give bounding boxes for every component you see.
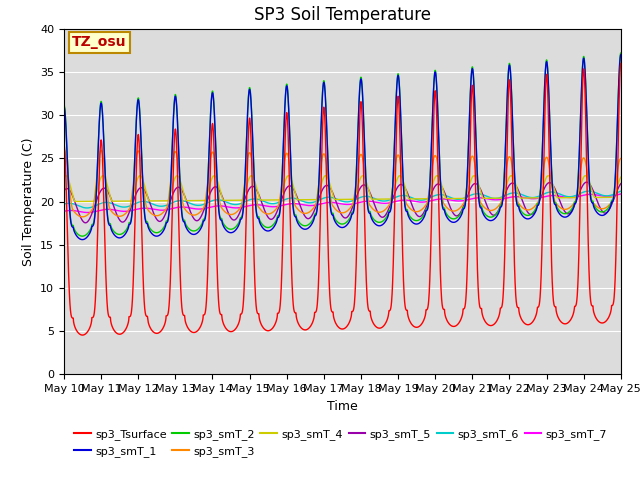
sp3_Tsurface xyxy=(436,272,444,277)
sp3_Tsurface xyxy=(161,323,168,328)
sp3_smT_7 xyxy=(60,208,68,214)
Line: sp3_smT_5: sp3_smT_5 xyxy=(64,182,621,223)
sp3_smT_5 xyxy=(583,179,591,185)
sp3_smT_3 xyxy=(616,156,624,162)
sp3_smT_2 xyxy=(616,53,624,59)
sp3_smT_3 xyxy=(467,155,475,160)
sp3_smT_4 xyxy=(616,175,624,181)
sp3_smT_6 xyxy=(60,201,68,207)
Line: sp3_smT_7: sp3_smT_7 xyxy=(64,194,621,213)
sp3_smT_6 xyxy=(83,205,91,211)
Text: TZ_osu: TZ_osu xyxy=(72,35,127,49)
sp3_smT_7 xyxy=(617,191,625,197)
sp3_smT_4 xyxy=(436,179,444,184)
sp3_smT_1 xyxy=(499,196,507,202)
sp3_smT_4 xyxy=(322,173,330,179)
sp3_Tsurface xyxy=(499,297,507,302)
sp3_smT_7 xyxy=(161,207,168,213)
sp3_smT_6 xyxy=(499,194,507,200)
sp3_smT_5 xyxy=(499,197,507,203)
sp3_Tsurface xyxy=(322,142,330,147)
sp3_smT_2 xyxy=(467,72,475,78)
sp3_smT_3 xyxy=(617,156,625,161)
sp3_smT_7 xyxy=(467,196,475,202)
sp3_smT_2 xyxy=(499,194,507,200)
Line: sp3_smT_1: sp3_smT_1 xyxy=(64,55,621,240)
sp3_smT_1 xyxy=(161,227,168,232)
sp3_smT_2 xyxy=(617,50,625,56)
Title: SP3 Soil Temperature: SP3 Soil Temperature xyxy=(254,6,431,24)
sp3_smT_2 xyxy=(322,99,330,105)
sp3_smT_3 xyxy=(322,156,330,162)
sp3_smT_6 xyxy=(161,203,168,209)
Line: sp3_smT_4: sp3_smT_4 xyxy=(64,176,621,202)
sp3_smT_4 xyxy=(617,174,625,180)
sp3_Tsurface xyxy=(467,96,475,102)
sp3_smT_1 xyxy=(436,180,444,185)
X-axis label: Time: Time xyxy=(327,400,358,413)
Line: sp3_Tsurface: sp3_Tsurface xyxy=(64,63,621,335)
sp3_smT_5 xyxy=(322,183,330,189)
sp3_smT_1 xyxy=(79,237,86,242)
sp3_smT_4 xyxy=(161,198,168,204)
sp3_smT_1 xyxy=(617,52,625,58)
sp3_smT_5 xyxy=(467,184,475,190)
Line: sp3_smT_3: sp3_smT_3 xyxy=(64,150,621,217)
sp3_smT_1 xyxy=(60,104,68,109)
sp3_smT_6 xyxy=(467,192,475,198)
sp3_smT_4 xyxy=(499,193,507,199)
sp3_smT_4 xyxy=(71,199,79,204)
sp3_smT_6 xyxy=(617,188,625,194)
sp3_smT_6 xyxy=(436,192,444,197)
sp3_Tsurface xyxy=(60,143,68,148)
sp3_smT_4 xyxy=(467,177,475,182)
sp3_smT_6 xyxy=(616,189,624,194)
sp3_smT_5 xyxy=(82,220,90,226)
sp3_smT_5 xyxy=(617,181,625,187)
sp3_smT_5 xyxy=(436,182,444,188)
Line: sp3_smT_6: sp3_smT_6 xyxy=(64,191,621,208)
Line: sp3_smT_2: sp3_smT_2 xyxy=(64,53,621,236)
sp3_smT_1 xyxy=(467,73,475,79)
sp3_smT_7 xyxy=(436,196,444,202)
Legend: sp3_Tsurface, sp3_smT_1, sp3_smT_2, sp3_smT_3, sp3_smT_4, sp3_smT_5, sp3_smT_6, : sp3_Tsurface, sp3_smT_1, sp3_smT_2, sp3_… xyxy=(70,425,612,461)
sp3_smT_2 xyxy=(436,178,444,183)
sp3_smT_1 xyxy=(616,55,624,60)
sp3_smT_3 xyxy=(499,192,507,197)
sp3_smT_7 xyxy=(616,191,624,197)
sp3_smT_7 xyxy=(84,210,92,216)
sp3_smT_6 xyxy=(322,195,330,201)
sp3_smT_3 xyxy=(60,147,68,153)
sp3_smT_4 xyxy=(60,175,68,180)
sp3_smT_3 xyxy=(79,214,86,220)
sp3_smT_7 xyxy=(322,200,330,206)
sp3_Tsurface xyxy=(617,60,625,66)
sp3_smT_5 xyxy=(161,214,168,220)
sp3_smT_5 xyxy=(60,188,68,193)
sp3_smT_2 xyxy=(79,233,86,239)
Y-axis label: Soil Temperature (C): Soil Temperature (C) xyxy=(22,137,35,266)
sp3_smT_3 xyxy=(436,182,444,188)
sp3_smT_5 xyxy=(616,181,624,187)
sp3_smT_6 xyxy=(585,188,593,194)
sp3_smT_2 xyxy=(161,224,168,229)
sp3_smT_7 xyxy=(499,196,507,202)
sp3_smT_3 xyxy=(161,209,168,215)
sp3_smT_4 xyxy=(470,173,478,179)
sp3_smT_1 xyxy=(322,101,330,107)
sp3_smT_2 xyxy=(60,102,68,108)
sp3_Tsurface xyxy=(616,66,624,72)
sp3_Tsurface xyxy=(79,332,86,338)
